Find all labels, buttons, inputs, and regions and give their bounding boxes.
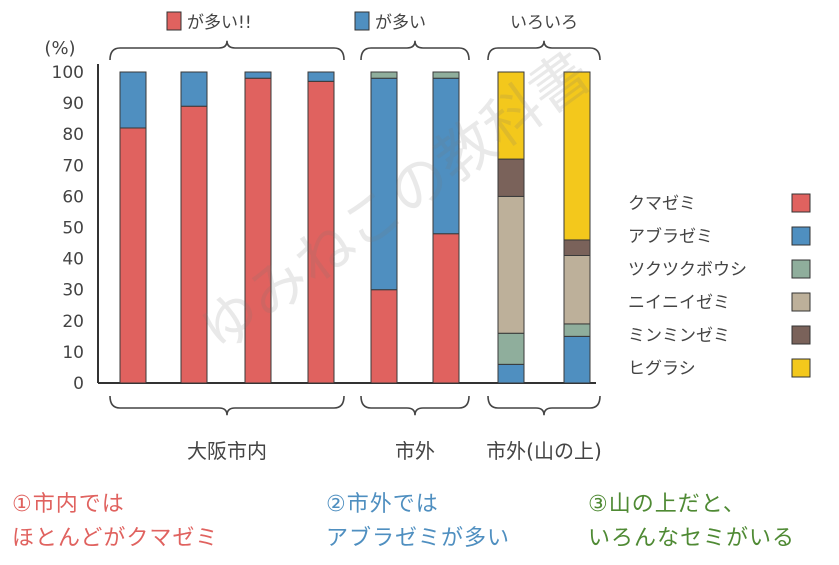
y-tick-label: 10 [62,343,84,363]
bar-segment-4-series-2 [307,71,335,82]
top-group-label-3: いろいろ [510,13,578,33]
y-tick-label: 80 [62,125,84,145]
legend-swatch-2 [791,226,811,246]
legend-swatch-1 [791,193,811,213]
bar-segment-8-series-2 [563,335,591,384]
bar-segment-7-series-2 [497,363,525,384]
legend-label-2: アブラゼミ [628,226,713,247]
note-1-line-1: ①市内では [12,492,125,517]
y-tick-label: 30 [62,281,84,301]
bottom-group-brace-3 [487,395,601,416]
bar-segment-7-series-5 [497,158,525,197]
legend-label-1: クマゼミ [628,194,696,214]
bottom-group-brace-2 [360,395,470,416]
legend-swatch-6 [791,358,811,378]
bar-segment-5-series-1 [370,289,398,384]
y-tick-label: 60 [62,187,84,207]
legend-label-6: ヒグラシ [628,359,696,379]
bottom-group-label-2: 市外 [395,439,435,463]
y-tick-label: 90 [62,94,84,114]
y-tick-label: 0 [73,374,84,394]
note-2: ②市外では アブラゼミが多い [326,488,510,556]
top-group-swatch-1 [166,11,182,31]
y-tick-label: 20 [62,312,84,332]
top-group-swatch-2 [354,11,370,31]
bar-segment-4-series-1 [307,80,335,384]
note-3: ③山の上だと、 いろんなセミがいる [588,488,795,556]
bar-segment-7-series-3 [497,332,525,365]
legend-label-5: ミンミンゼミ [628,326,730,346]
y-tick-label: 40 [62,250,84,270]
bottom-group-brace-1 [109,395,345,416]
top-group-label-1: が多い!! [187,13,252,33]
note-2-line-1: ②市外では [326,492,439,517]
bar-segment-2-series-2 [180,71,208,107]
top-group-label-2: が多い [375,13,426,33]
bar-segment-1-series-1 [119,127,147,384]
bar-segment-1-series-2 [119,71,147,129]
bar-segment-5-series-3 [370,71,398,79]
note-3-line-1: ③山の上だと、 [588,492,746,517]
bar-segment-8-series-3 [563,323,591,337]
legend-label-3: ツクツクボウシ [628,260,747,280]
bar-segment-8-series-5 [563,239,591,256]
top-group-brace-1 [109,40,345,61]
bar-segment-3-series-1 [244,77,272,384]
legend-label-4: ニイニイゼミ [628,293,730,313]
y-tick-label: 100 [52,63,84,83]
bar-segment-8-series-6 [563,71,591,241]
bar-segment-7-series-4 [497,195,525,334]
bar-segment-7-series-6 [497,71,525,160]
legend-swatch-5 [791,325,811,345]
note-3-line-2: いろんなセミがいる [588,526,796,551]
note-2-line-2: アブラゼミが多い [326,526,511,551]
y-tick-label: 70 [62,156,84,176]
top-group-brace-2 [360,40,470,61]
bar-segment-6-series-3 [432,71,460,79]
legend-swatch-4 [791,292,811,312]
note-1-line-2: ほとんどがクマゼミ [12,526,219,551]
y-tick-label: 50 [62,219,84,239]
top-group-brace-3 [487,40,601,61]
bar-segment-8-series-4 [563,254,591,325]
bottom-group-label-1: 大阪市内 [187,439,267,463]
y-axis-unit-label: (%) [44,38,75,59]
bar-segment-2-series-1 [180,105,208,384]
note-1: ①市内では ほとんどがクマゼミ [12,488,218,556]
bar-segment-6-series-1 [432,233,460,384]
bottom-group-label-3: 市外(山の上) [486,439,602,463]
bar-segment-5-series-2 [370,77,398,291]
bar-segment-6-series-2 [432,77,460,235]
legend-swatch-3 [791,259,811,279]
bar-segment-3-series-2 [244,71,272,79]
